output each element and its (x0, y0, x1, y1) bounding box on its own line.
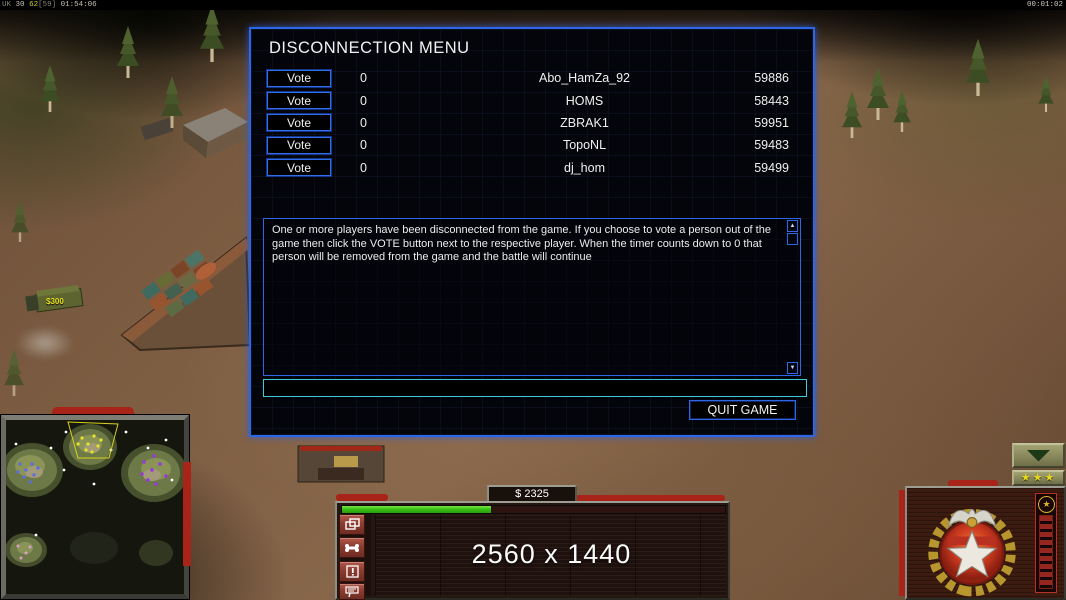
player-timeout: 59483 (754, 138, 789, 153)
windows-icon (344, 518, 360, 530)
stat-country: UK (2, 1, 12, 9)
vote-button[interactable]: Vote (266, 135, 332, 155)
experience-segments (1039, 515, 1053, 589)
minimap-red-accent-right (183, 462, 191, 566)
player-timeout: 59499 (754, 160, 789, 175)
player-name: TopoNL (562, 138, 607, 153)
scrollbar-thumb[interactable] (787, 233, 798, 245)
disconnect-info-text: One or more players have been disconnect… (272, 224, 771, 263)
vote-button[interactable]: Vote (266, 68, 332, 88)
minimap-blue-units (16, 462, 40, 484)
cmdbar-red-accent-left (336, 494, 388, 501)
supply-truck (25, 285, 84, 313)
quit-game-button[interactable]: QUIT GAME (689, 400, 796, 420)
supply-center-structure (297, 445, 385, 483)
player-timeout: 58443 (754, 93, 789, 108)
vote-count: 0 (360, 138, 367, 153)
top-status-bar: UK 30 62[59] 01:54:06 00:01:02 (0, 0, 1066, 10)
shack (183, 108, 248, 158)
cmdbar-red-accent-right (575, 495, 725, 501)
supply-dock (120, 236, 252, 352)
rank-star-icon: ★ (1038, 496, 1055, 513)
supply-value-label: $300 (46, 297, 64, 306)
stat-clock: 01:54:06 (60, 1, 97, 9)
scroll-up-icon[interactable]: ▲ (787, 220, 798, 232)
minimap-viewport[interactable] (6, 420, 184, 594)
tools-icon (345, 543, 359, 552)
genpanel-red-accent-left (899, 490, 906, 596)
genpanel-red-accent-top (948, 480, 998, 487)
gentool-stats: UK 30 62[59] 01:54:06 (2, 0, 97, 10)
match-timer: 00:01:02 (1026, 1, 1063, 9)
player-name: dj_hom (564, 160, 605, 175)
options-menu-button[interactable] (339, 514, 365, 535)
minimap-purple-units (140, 454, 168, 486)
player-name: HOMS (565, 93, 604, 108)
vote-button[interactable]: Vote (266, 113, 332, 133)
player-name: ZBRAK1 (560, 115, 609, 130)
beacon-button[interactable] (339, 583, 365, 600)
repair-button[interactable] (339, 537, 365, 558)
resolution-watermark: 2560 x 1440 (471, 539, 632, 569)
player-row: Vote 0 ZBRAK1 59951 (251, 112, 813, 134)
general-panel: ★ (905, 486, 1066, 600)
player-vote-table: Vote 0 Abo_HamZa_92 59886 Vote 0 HOMS 58… (251, 67, 813, 179)
player-timeout: 59951 (754, 115, 789, 130)
minimap-pink-units (16, 544, 32, 560)
disconnect-info-box: One or more players have been disconnect… (263, 218, 801, 376)
vote-count: 0 (360, 160, 367, 175)
exclamation-icon (345, 565, 359, 578)
power-bar (341, 505, 726, 514)
stat-value-2: 62 (29, 1, 39, 9)
minimap-yellow-units (76, 434, 103, 454)
minimap-red-accent-top (52, 407, 134, 416)
vehicle (140, 117, 174, 141)
smoke-puff (16, 326, 74, 360)
china-general-emblem (928, 508, 1016, 597)
experience-bar: ★ (1035, 493, 1057, 593)
minimap-terrain (6, 420, 184, 594)
vote-button[interactable]: Vote (266, 158, 332, 178)
stat-value-3: [59] (38, 1, 57, 9)
dialog-title: DISCONNECTION MENU (269, 39, 470, 57)
player-row: Vote 0 Abo_HamZa_92 59886 (251, 67, 813, 89)
player-timeout: 59886 (754, 71, 789, 86)
chat-input[interactable] (263, 379, 807, 397)
minimap-white-units (14, 430, 174, 537)
chevron-down-icon (1026, 449, 1051, 462)
stat-value-1: 30 (15, 1, 25, 9)
command-grid (375, 515, 726, 596)
player-row: Vote 0 TopoNL 59483 (251, 134, 813, 156)
player-row: Vote 0 dj_hom 59499 (251, 157, 813, 179)
disconnection-menu-dialog: DISCONNECTION MENU Vote 0 Abo_HamZa_92 5… (249, 27, 815, 437)
power-bar-fill (342, 506, 492, 513)
vote-button[interactable]: Vote (266, 91, 332, 111)
player-row: Vote 0 HOMS 58443 (251, 89, 813, 111)
camera-view-indicator (67, 421, 119, 459)
vote-count: 0 (360, 115, 367, 130)
alert-button[interactable] (339, 561, 365, 582)
scrollbar[interactable]: ▲ ▼ (787, 220, 799, 374)
vote-count: 0 (360, 93, 367, 108)
command-bar: 2560 x 1440 (335, 501, 730, 600)
rank-chevron-panel[interactable] (1012, 443, 1065, 468)
vote-count: 0 (360, 71, 367, 86)
player-name: Abo_HamZa_92 (538, 71, 631, 86)
minimap[interactable] (0, 414, 190, 600)
signpost-icon (345, 585, 359, 597)
rank-stars-panel[interactable]: ★★★ (1012, 470, 1065, 486)
scroll-down-icon[interactable]: ▼ (787, 362, 798, 374)
